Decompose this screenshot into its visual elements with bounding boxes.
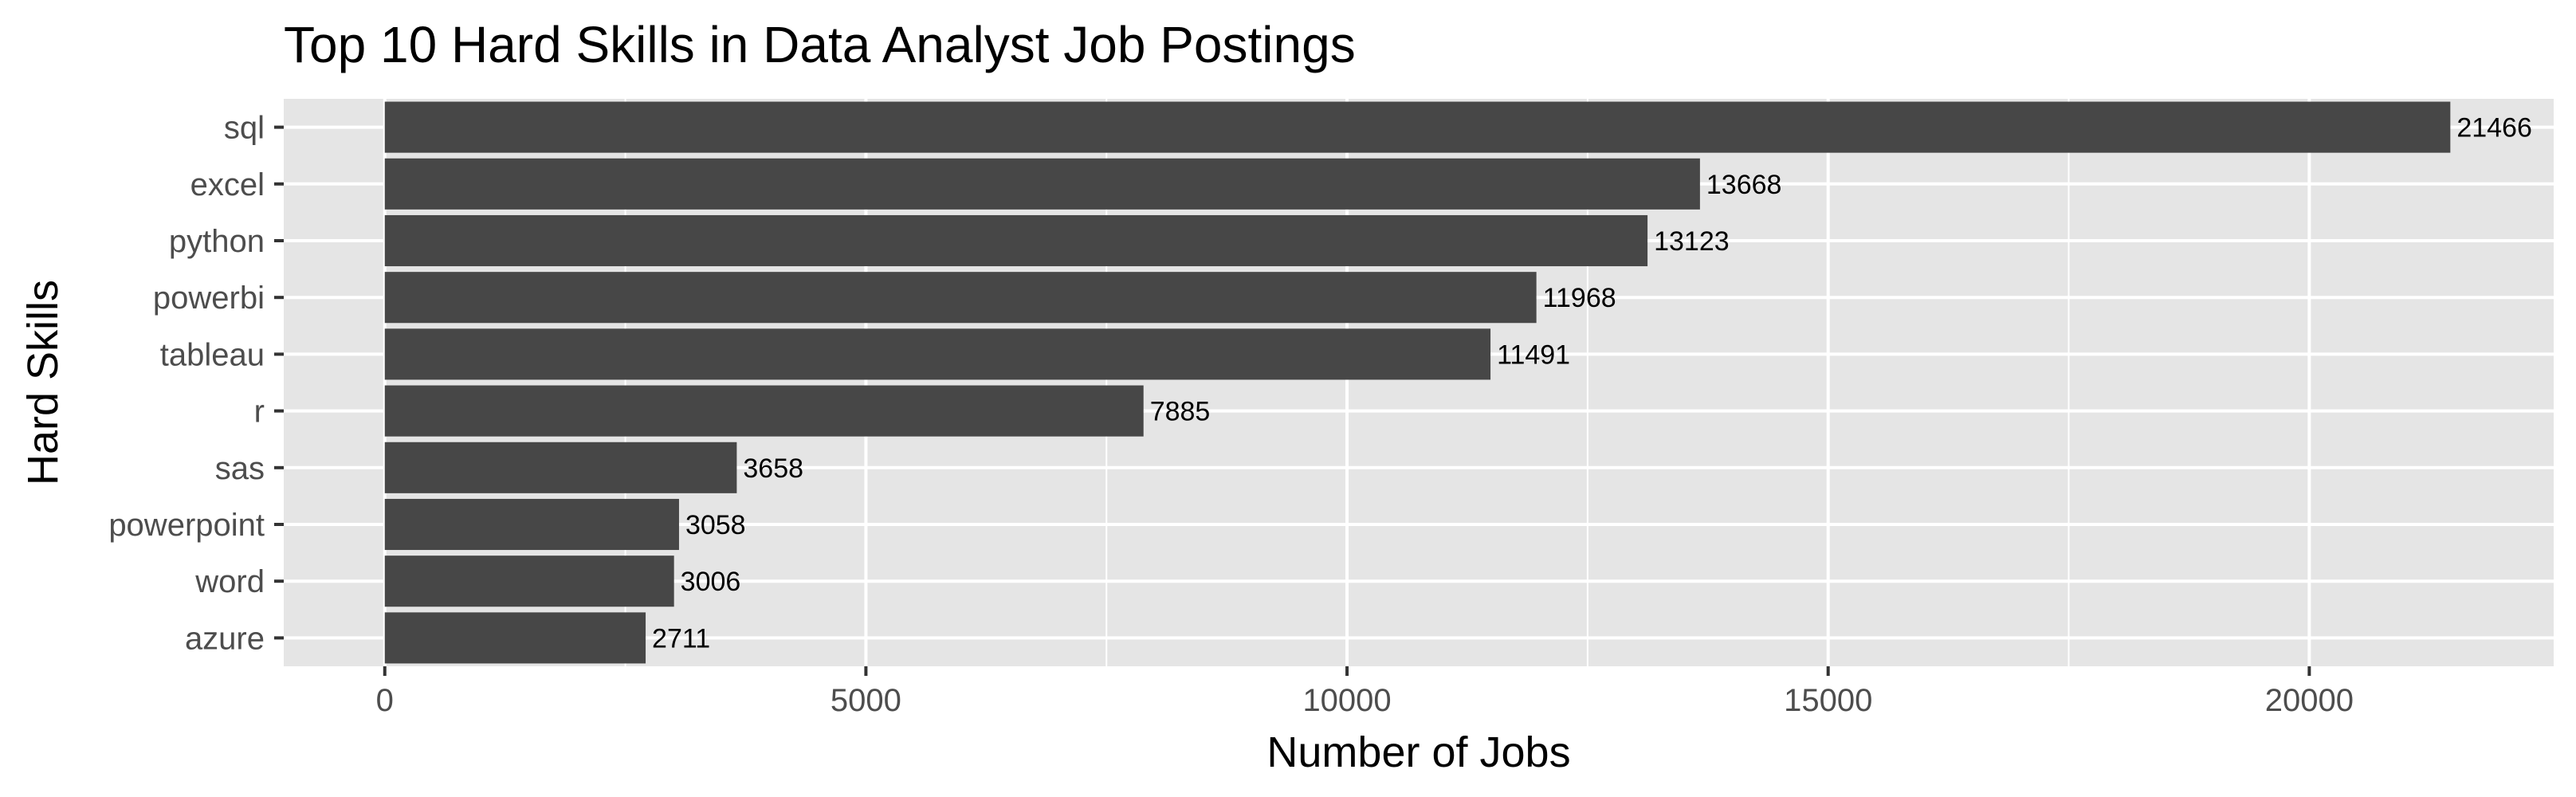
data-label-word: 3006 xyxy=(681,567,741,597)
x-tick-label: 15000 xyxy=(1784,683,1872,718)
y-axis: sql excel python powerbi tableau r sas powerpoi… xyxy=(108,111,284,656)
data-label-excel: 13668 xyxy=(1706,170,1782,200)
y-tick-label: azure xyxy=(185,621,265,656)
data-label-powerbi: 11968 xyxy=(1543,283,1616,313)
y-tick-label: tableau xyxy=(160,337,265,372)
y-tick-label: r xyxy=(254,395,265,430)
y-tick-label: excel xyxy=(190,167,265,202)
data-label-powerpoint: 3058 xyxy=(685,510,746,540)
bar-python xyxy=(384,214,1648,267)
y-tick-label: powerpoint xyxy=(108,508,265,543)
bar-excel xyxy=(384,158,1700,210)
bar-azure xyxy=(384,612,646,664)
y-tick-label: python xyxy=(169,224,265,259)
bars xyxy=(384,101,2451,664)
bar-r xyxy=(384,385,1144,437)
y-axis-title: Hard Skills xyxy=(19,280,67,485)
y-tick-label: sas xyxy=(215,451,265,486)
data-label-azure: 2711 xyxy=(652,623,710,654)
bar-powerpoint xyxy=(384,498,679,551)
data-labels: 21466 13668 13123 11968 11491 7885 3658 3058 300… xyxy=(652,113,2532,654)
chart-title: Top 10 Hard Skills in Data Analyst Job P… xyxy=(284,16,1356,73)
data-label-sas: 3658 xyxy=(743,453,803,484)
x-axis-title: Number of Jobs xyxy=(1266,728,1570,776)
x-axis: 0 5000 10000 15000 20000 xyxy=(376,666,2354,718)
data-label-r: 7885 xyxy=(1150,397,1211,427)
y-tick-label: sql xyxy=(224,111,265,146)
y-tick-label: powerbi xyxy=(153,281,265,316)
x-tick-label: 10000 xyxy=(1302,683,1391,718)
x-tick-label: 0 xyxy=(376,683,394,718)
bar-sas xyxy=(384,442,737,493)
bar-word xyxy=(384,556,674,607)
data-label-sql: 21466 xyxy=(2456,113,2532,143)
data-label-python: 13123 xyxy=(1654,226,1730,257)
bar-powerbi xyxy=(384,272,1537,324)
y-tick-label: word xyxy=(194,564,265,599)
x-tick-label: 5000 xyxy=(831,683,901,718)
bar-tableau xyxy=(384,328,1491,380)
data-label-tableau: 11491 xyxy=(1497,340,1570,370)
x-tick-label: 20000 xyxy=(2265,683,2354,718)
bar-sql xyxy=(384,101,2451,153)
